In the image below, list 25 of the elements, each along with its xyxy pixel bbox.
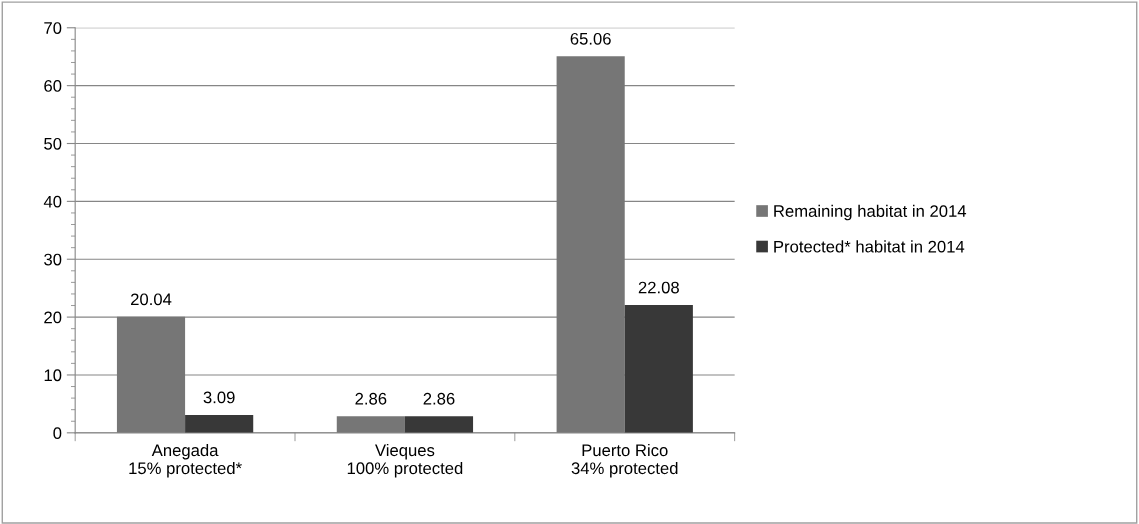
y-tick-label: 30 — [44, 253, 62, 266]
bar — [185, 414, 254, 433]
bar — [556, 56, 625, 433]
data-label: 2.86 — [423, 392, 455, 405]
data-label: 2.86 — [355, 392, 387, 405]
data-label: 22.08 — [638, 281, 679, 294]
y-tick-label: 0 — [53, 427, 62, 440]
x-tick-label: Puerto Rico 34% protected — [571, 443, 678, 478]
y-tick-label: 50 — [44, 137, 62, 150]
bar — [336, 416, 405, 433]
y-tick-label: 60 — [44, 80, 62, 92]
data-label: 20.04 — [131, 293, 172, 306]
bar — [624, 305, 693, 433]
x-tick-label: Vieques 100% protected — [347, 443, 463, 478]
legend-label: Protected* habitat in 2014 — [774, 240, 965, 253]
data-label: 3.09 — [203, 391, 235, 404]
y-tick-label: 70 — [44, 22, 62, 34]
y-tick-label: 40 — [43, 195, 62, 208]
y-tick-label: 20 — [44, 311, 62, 324]
x-tick-label: Anegada 15% protected* — [129, 443, 242, 478]
legend-label: Remaining habitat in 2014 — [774, 204, 967, 221]
bar — [404, 416, 474, 433]
data-label: 65.06 — [570, 32, 611, 45]
y-tick-label: 10 — [44, 369, 62, 382]
bar — [116, 316, 186, 433]
